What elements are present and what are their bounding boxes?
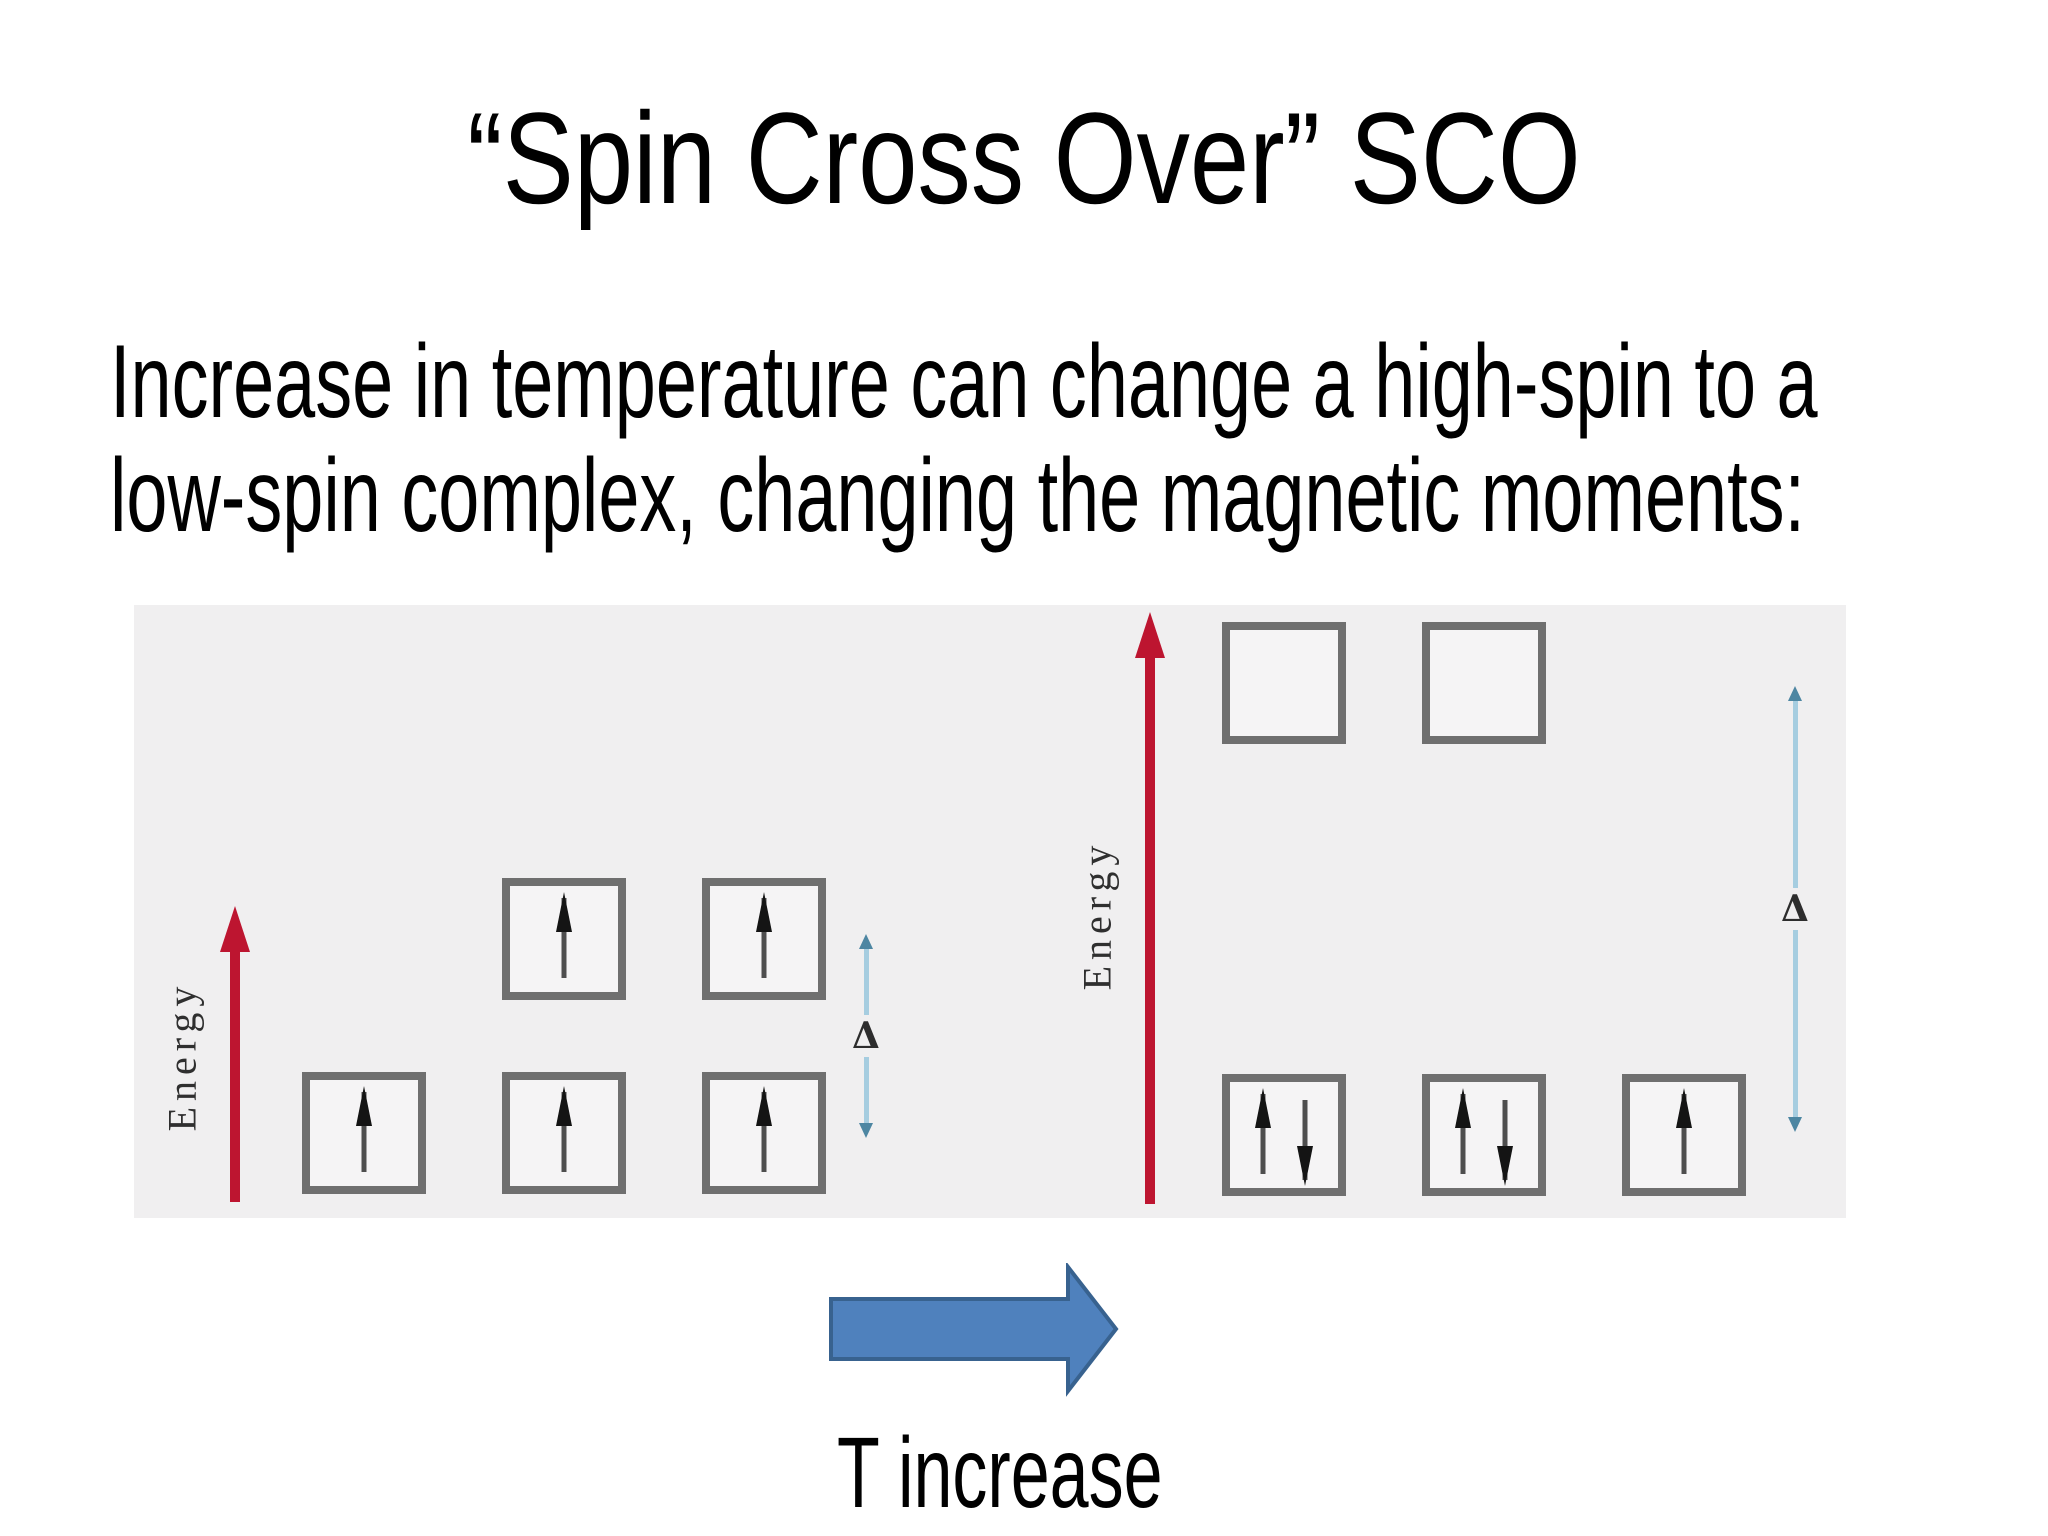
energy-axis-label-right: Energy xyxy=(1074,839,1120,991)
t-increase-label: T increase xyxy=(837,1417,1163,1529)
arrow-shaft xyxy=(863,949,869,1015)
arrow-shaft xyxy=(1792,701,1798,888)
spin-down-icon xyxy=(1497,1100,1513,1186)
orbital-diagram-panel: Energy Δ Energy Δ xyxy=(134,605,1846,1218)
t-increase-arrow-icon xyxy=(829,1263,1119,1397)
arrow-shaft xyxy=(1145,658,1155,1204)
arrow-head xyxy=(220,906,250,952)
arrow-head xyxy=(1135,612,1165,658)
orbital-box xyxy=(702,1072,826,1194)
spin-up-icon xyxy=(756,892,772,978)
delta-symbol: Δ xyxy=(852,1015,880,1057)
orbital-box xyxy=(702,878,826,1000)
spin-up-icon xyxy=(1676,1088,1692,1174)
body-line-2: low-spin complex, changing the magnetic … xyxy=(110,438,1806,554)
right-upper-orbitals xyxy=(1222,622,1546,744)
orbital-box xyxy=(302,1072,426,1194)
spin-up-icon xyxy=(1255,1088,1271,1174)
right-lower-orbitals xyxy=(1222,1074,1746,1196)
spin-up-icon xyxy=(556,1086,572,1172)
orbital-box xyxy=(502,1072,626,1194)
spin-up-icon xyxy=(556,892,572,978)
arrow-head-down xyxy=(859,1123,873,1138)
body-paragraph: Increase in temperature can change a hig… xyxy=(110,325,2048,553)
title-row: “Spin Cross Over” SCO xyxy=(0,88,2048,228)
arrow-shaft xyxy=(1792,930,1798,1117)
orbital-box xyxy=(1622,1074,1746,1196)
energy-axis-arrow-left xyxy=(220,906,250,1202)
slide-title: “Spin Cross Over” SCO xyxy=(467,85,1581,231)
energy-axis-arrow-right xyxy=(1135,612,1165,1204)
orbital-box xyxy=(1422,622,1546,744)
orbital-box xyxy=(1222,1074,1346,1196)
spin-up-icon xyxy=(756,1086,772,1172)
energy-axis-label-left: Energy xyxy=(159,980,205,1132)
t-increase-arrow-shape xyxy=(829,1263,1119,1397)
arrow-shaft xyxy=(230,952,240,1202)
delta-gap-arrow-right: Δ xyxy=(1775,686,1815,1132)
spin-up-icon xyxy=(356,1086,372,1172)
orbital-box xyxy=(1422,1074,1546,1196)
delta-gap-arrow-left: Δ xyxy=(846,934,886,1138)
delta-symbol: Δ xyxy=(1781,888,1809,930)
spin-down-icon xyxy=(1297,1100,1313,1186)
spin-up-icon xyxy=(1455,1088,1471,1174)
body-line-1: Increase in temperature can change a hig… xyxy=(110,324,1818,440)
orbital-box xyxy=(1222,622,1346,744)
orbital-box xyxy=(502,878,626,1000)
arrow-head-up xyxy=(859,934,873,949)
arrow-head-down xyxy=(1788,1117,1802,1132)
left-upper-orbitals xyxy=(502,878,826,1000)
arrow-shaft xyxy=(863,1057,869,1123)
left-lower-orbitals xyxy=(302,1072,826,1194)
arrow-head-up xyxy=(1788,686,1802,701)
